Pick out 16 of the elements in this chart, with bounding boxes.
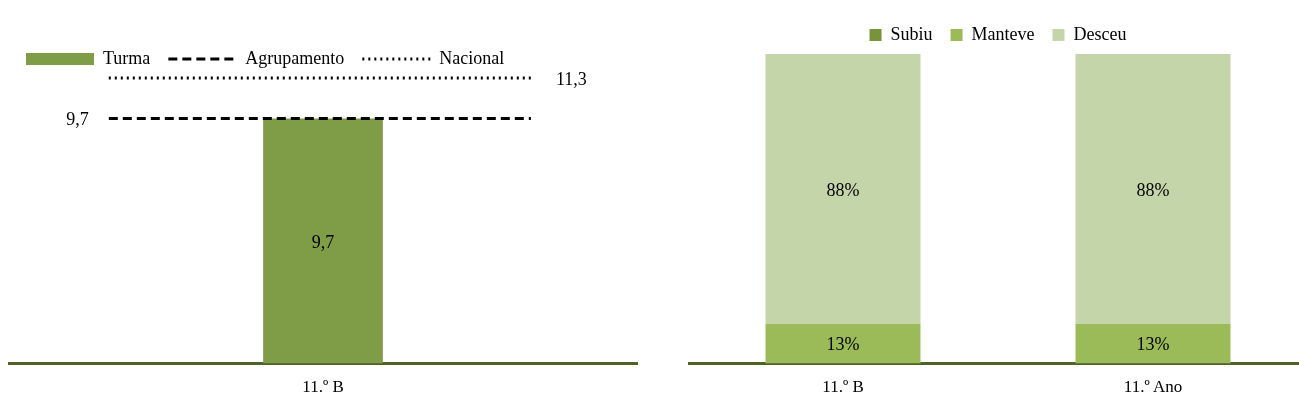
legend-label: Subiu xyxy=(890,23,933,44)
ref-line-label: 11,3 xyxy=(555,68,587,89)
data-label: 88% xyxy=(826,179,860,200)
legend-label: Manteve xyxy=(971,23,1035,44)
data-label: 13% xyxy=(826,334,860,355)
legend-label: Desceu xyxy=(1073,23,1127,44)
data-label: 13% xyxy=(1136,334,1170,355)
data-label: 9,7 xyxy=(311,231,335,252)
x-tick-label: 11.º B xyxy=(302,377,344,397)
legend-label: Turma xyxy=(103,47,151,68)
data-label: 88% xyxy=(1136,179,1170,200)
text: Nacional xyxy=(439,47,505,68)
ref-line-label: 9,7 xyxy=(66,109,89,130)
x-tick-label: 11.º Ano xyxy=(1123,377,1183,397)
x-tick-label: 11.º B xyxy=(822,377,864,397)
text: Agrupamento xyxy=(245,47,345,68)
